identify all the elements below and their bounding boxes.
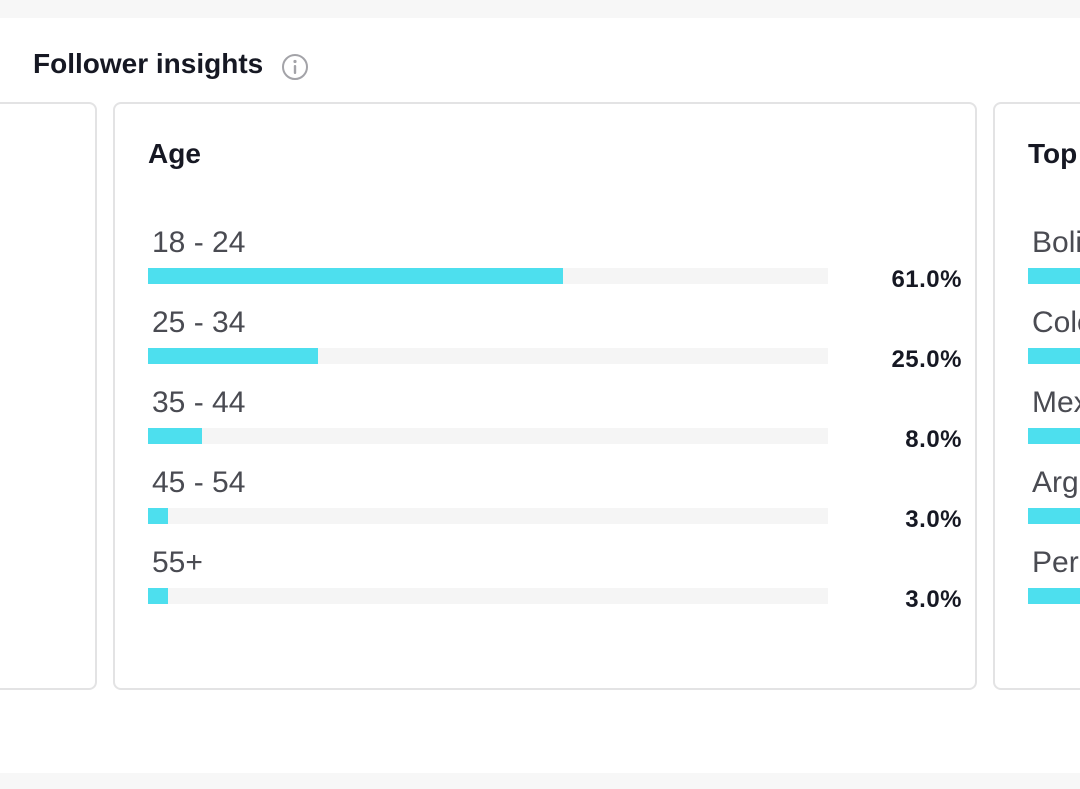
age-card-title: Age (148, 138, 201, 169)
age-row-value: 3.0% (905, 506, 962, 533)
age-row: 55+ 3.0% (148, 546, 962, 616)
age-row-value: 8.0% (905, 426, 962, 453)
age-row: 45 - 54 3.0% (148, 466, 962, 536)
age-row-bar (148, 588, 169, 604)
section-title: Follower insights (33, 48, 264, 79)
age-row-label: 18 - 24 (152, 226, 246, 259)
age-row: 18 - 24 61.0% (148, 226, 962, 296)
location-row: Peru (1028, 546, 1080, 616)
location-bar (1028, 428, 1080, 444)
previous-card (0, 102, 97, 690)
age-row-label: 45 - 54 (152, 466, 246, 499)
location-label: Arg (1032, 466, 1079, 499)
location-label: Colo (1032, 306, 1080, 339)
age-row-label: 55+ (152, 546, 203, 579)
top-card-title: Top (1028, 138, 1078, 169)
age-row-bar (148, 508, 169, 524)
age-row-label: 25 - 34 (152, 306, 246, 339)
location-row: Arg (1028, 466, 1080, 536)
age-row-bar (148, 348, 318, 364)
age-row: 35 - 44 8.0% (148, 386, 962, 456)
age-card: Age 18 - 24 61.0% 25 - 34 25.0% 35 - 44 … (113, 102, 977, 690)
location-row: Colo (1028, 306, 1080, 376)
location-bar (1028, 268, 1080, 284)
age-row-track (148, 348, 828, 364)
location-label: Mex (1032, 386, 1080, 419)
location-bar (1028, 348, 1080, 364)
age-row-value: 61.0% (891, 266, 962, 293)
age-row-label: 35 - 44 (152, 386, 246, 419)
location-bar (1028, 588, 1080, 604)
location-row: Boli (1028, 226, 1080, 296)
location-bar (1028, 508, 1080, 524)
age-row-track (148, 428, 828, 444)
top-locations-card: Top Boli Colo Mex Arg Peru (993, 102, 1080, 690)
age-row: 25 - 34 25.0% (148, 306, 962, 376)
age-row-track (148, 588, 828, 604)
age-row-value: 3.0% (905, 586, 962, 613)
age-row-bar (148, 428, 203, 444)
location-label: Peru (1032, 546, 1080, 579)
age-row-value: 25.0% (891, 346, 962, 373)
location-row: Mex (1028, 386, 1080, 456)
age-row-track (148, 508, 828, 524)
age-row-bar (148, 268, 563, 284)
location-label: Boli (1032, 226, 1080, 259)
info-circle-icon[interactable] (281, 53, 309, 81)
age-row-track (148, 268, 828, 284)
